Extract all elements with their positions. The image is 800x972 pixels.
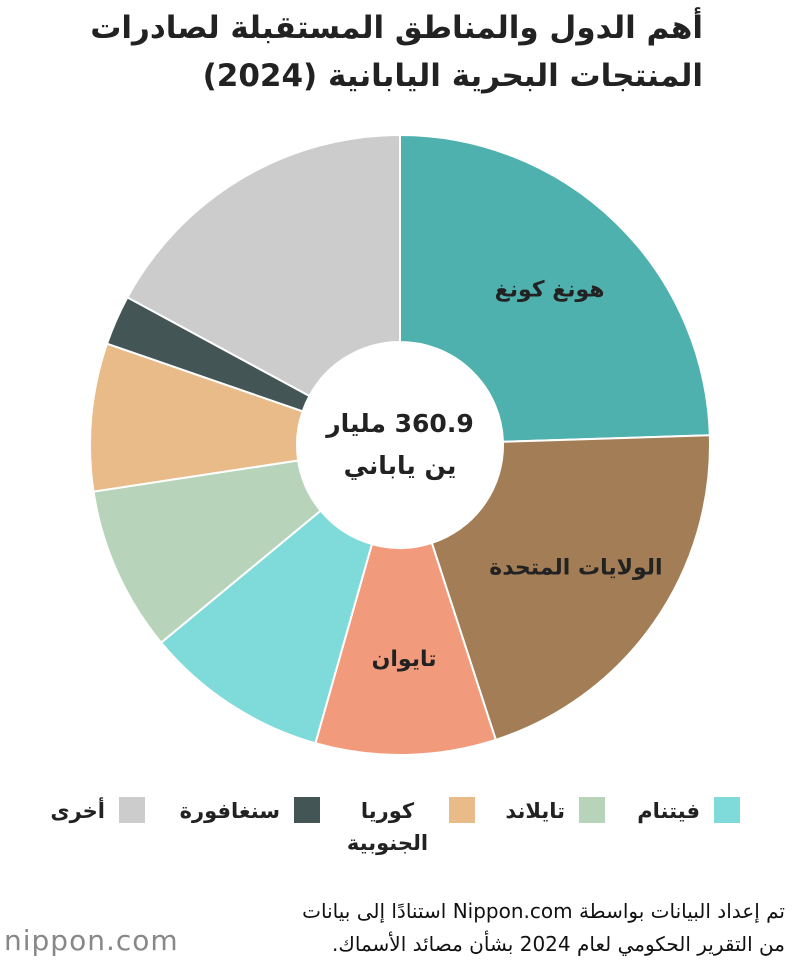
chart: هونغ كونغ الولايات المتحدة تايوان 360.9 ملي… xyxy=(89,133,711,756)
slice xyxy=(430,434,711,742)
slice xyxy=(159,509,374,745)
center-label: 360.9 مليار xyxy=(324,409,473,438)
legend-item: سنغافورة xyxy=(179,795,320,827)
slice xyxy=(89,342,304,493)
slice-label: تايوان xyxy=(372,647,437,672)
slice-label: الولايات المتحدة xyxy=(489,556,662,581)
slice xyxy=(126,133,401,398)
legend-swatch xyxy=(714,797,740,823)
slice xyxy=(314,541,498,756)
slice xyxy=(92,459,323,645)
legend-label: كوريا الجنوبية xyxy=(346,799,429,855)
chart-title: أهم الدول والمناطق المستقبلة لصادرات الم… xyxy=(43,4,703,100)
legend-label: تايلاند xyxy=(505,799,565,823)
legend-label: سنغافورة xyxy=(179,799,280,823)
slice xyxy=(399,133,711,443)
logo: nippon.com xyxy=(4,924,179,957)
source: تم إعداد البيانات بواسطة Nippon.com استن… xyxy=(302,895,785,961)
legend-swatch xyxy=(119,797,145,823)
title-line: أهم الدول والمناطق المستقبلة لصادرات xyxy=(90,10,703,46)
source-line: من التقرير الحكومي لعام 2024 بشأن مصائد … xyxy=(332,932,785,956)
legend-item: فيتنام xyxy=(637,795,740,827)
legend-swatch xyxy=(449,797,475,823)
legend-item: أخرى xyxy=(50,795,145,827)
legend-label: أخرى xyxy=(50,799,105,823)
legend-item: كوريا الجنوبية xyxy=(340,795,475,859)
source-line: تم إعداد البيانات بواسطة Nippon.com استن… xyxy=(302,899,785,923)
slice-label: هونغ كونغ xyxy=(495,278,605,303)
legend-label: فيتنام xyxy=(637,799,700,823)
title-line: المنتجات البحرية اليابانية (2024) xyxy=(202,58,703,94)
legend-swatch xyxy=(294,797,320,823)
legend-item: تايلاند xyxy=(505,795,605,827)
legend-swatch xyxy=(579,797,605,823)
center-label: ين ياباني xyxy=(344,451,457,481)
